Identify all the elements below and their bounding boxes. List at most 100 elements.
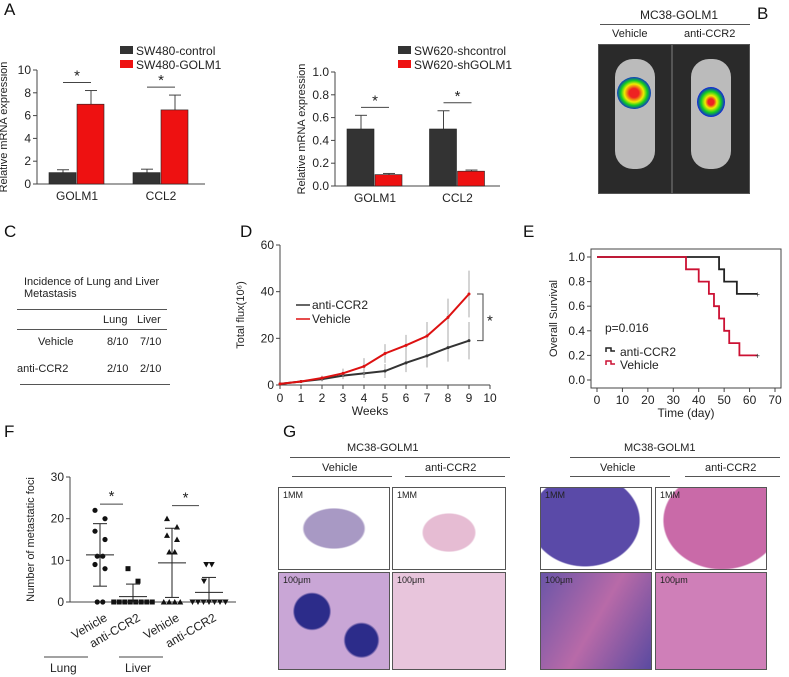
table-cell: 8/10: [107, 336, 129, 348]
data-point: [102, 516, 108, 522]
x-tick-label: 10: [483, 391, 497, 405]
data-point: [201, 578, 207, 585]
legend-label: SW480-GOLM1: [136, 58, 222, 72]
g-liver-rule-vehicle: [570, 476, 670, 477]
g-lung-group-anti: anti-CCR2: [425, 462, 477, 474]
p-value: p=0.016: [605, 321, 649, 335]
legend-label: Vehicle: [312, 312, 351, 326]
y-tick-label: 0.6: [312, 111, 329, 125]
y-tick-label: 10: [18, 63, 32, 77]
data-point: [111, 599, 117, 605]
data-point: [341, 371, 345, 375]
panel-label-f: F: [4, 422, 15, 441]
y-tick-label: 1.0: [568, 250, 585, 264]
data-point: [102, 566, 108, 572]
bar: [429, 128, 457, 187]
y-tick-label: 6: [24, 109, 31, 123]
x-tick-label: 40: [692, 393, 706, 407]
plot-frame: [590, 248, 782, 389]
data-point: [100, 553, 106, 559]
data-point: [404, 361, 408, 365]
data-point: [177, 599, 184, 605]
x-tick-label: 9: [466, 391, 473, 405]
x-tick-label: 1: [298, 391, 305, 405]
mouse-image-anti-ccr2: [672, 44, 750, 194]
y-tick-label: 0.4: [568, 324, 585, 338]
x-tick-label: 7: [424, 391, 431, 405]
significance-bracket: [477, 293, 484, 342]
data-point: [92, 507, 98, 513]
histology-lung-anti-high: 100μm: [392, 572, 506, 670]
x-tick-label: 70: [768, 393, 782, 407]
scale-label: 100μm: [660, 575, 688, 585]
y-tick-label: 20: [261, 331, 275, 345]
data-point: [320, 376, 324, 380]
data-point: [425, 354, 429, 358]
histology-liver-anti-low: 1MM: [655, 487, 767, 570]
significance-star: *: [74, 68, 80, 85]
y-tick-label: 20: [51, 512, 65, 526]
g-lung-rule-anti: [405, 476, 505, 477]
histology-lung-vehicle-low: 1MM: [278, 487, 390, 570]
data-point: [94, 599, 100, 605]
x-tick-label: 6: [403, 391, 410, 405]
g-liver-title: MC38-GOLM1: [624, 442, 696, 454]
x-axis-label: Time (day): [658, 406, 715, 420]
y-tick-label: 0: [267, 378, 274, 392]
table-cell: 2/10: [140, 363, 162, 375]
bar: [160, 109, 189, 185]
survival-curve-0: [597, 256, 758, 295]
y-tick-label: 60: [261, 238, 275, 252]
data-point: [299, 380, 303, 383]
data-point: [166, 549, 173, 555]
data-point: [171, 599, 178, 605]
significance-star: *: [487, 312, 493, 329]
histology-liver-vehicle-high: 100μm: [540, 572, 652, 670]
table-cell: 7/10: [140, 336, 162, 348]
y-axis-label: Overall Survival: [548, 280, 560, 357]
table-header-rule: [17, 329, 167, 330]
histology-lung-vehicle-high: 100μm: [278, 572, 390, 670]
x-tick-label: 10: [616, 393, 630, 407]
panel-c-title: Incidence of Lung and Liver Metastasis: [24, 276, 160, 300]
data-point: [164, 515, 170, 522]
table-row-vehicle-label: Vehicle: [38, 336, 74, 348]
x-tick-label: 20: [641, 393, 655, 407]
legend-label: SW480-control: [136, 44, 215, 58]
censor-mark: +: [755, 351, 760, 360]
panel-b-group-anti-ccr2: anti-CCR2: [684, 28, 736, 40]
scale-label: 1MM: [660, 490, 680, 500]
g-lung-group-vehicle: Vehicle: [322, 462, 358, 474]
y-tick-label: 0.6: [568, 299, 585, 313]
g-lung-rule-vehicle: [292, 476, 392, 477]
scale-label: 100μm: [283, 575, 311, 585]
g-liver-rule-anti: [685, 476, 780, 477]
x-tick-label: 50: [717, 393, 731, 407]
table-top-rule: [17, 309, 167, 310]
data-point: [171, 549, 178, 555]
panel-label-a: A: [4, 0, 16, 19]
histology-lung-anti-low: 1MM: [392, 487, 506, 570]
significance-star: *: [109, 488, 115, 505]
panel-label-g: G: [283, 422, 297, 441]
data-point: [174, 536, 180, 542]
significance-star: *: [183, 490, 189, 507]
y-axis-label: Total flux(10⁶): [235, 281, 247, 349]
bar: [48, 172, 77, 185]
data-point: [189, 599, 196, 605]
y-axis-label: Relative mRNA expression: [296, 64, 308, 195]
scale-label: 100μm: [397, 575, 425, 585]
table-header-lung: Lung: [103, 314, 128, 326]
significance-star: *: [158, 72, 164, 89]
table-bottom-rule: [20, 384, 170, 385]
y-tick-label: 30: [51, 470, 65, 484]
x-axis-label: Weeks: [352, 404, 388, 418]
panel-b-title: MC38-GOLM1: [640, 8, 719, 22]
data-point: [160, 599, 167, 605]
y-tick-label: 0.0: [568, 373, 585, 387]
x-tick-label: GOLM1: [354, 191, 396, 205]
data-point: [166, 599, 173, 605]
x-tick-label: 2: [319, 391, 326, 405]
